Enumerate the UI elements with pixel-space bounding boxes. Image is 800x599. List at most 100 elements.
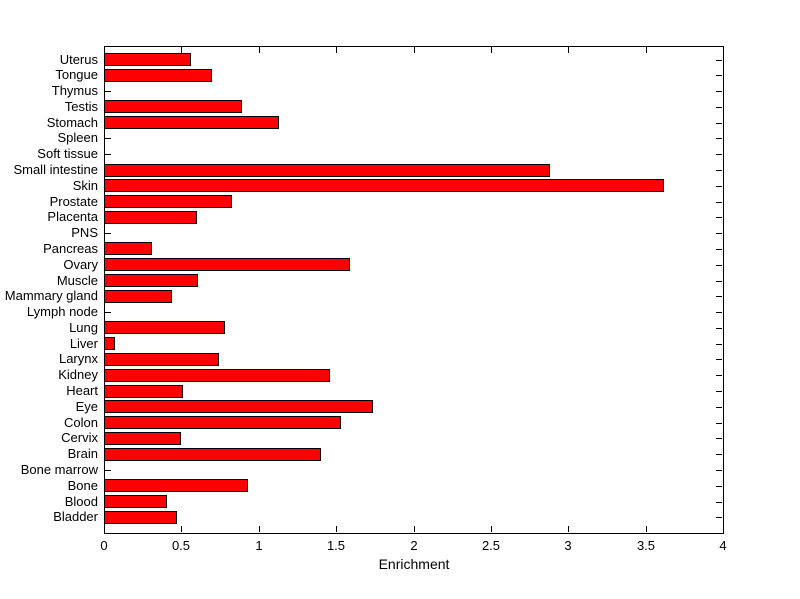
x-tick-top (646, 47, 647, 53)
y-tick-right (716, 154, 722, 155)
bar-mammary-gland (104, 290, 172, 303)
y-tick-left (105, 91, 111, 92)
y-tick-right (716, 438, 722, 439)
bar-ovary (104, 258, 350, 271)
category-label-uterus: Uterus (59, 52, 98, 67)
x-tick-bottom (491, 526, 492, 532)
y-tick-right (716, 328, 722, 329)
y-tick-right (716, 249, 722, 250)
x-tick-label: 0.5 (171, 538, 191, 553)
bar-brain (104, 448, 321, 461)
category-label-pns: PNS (71, 225, 98, 240)
y-tick-left (105, 233, 111, 234)
y-tick-right (716, 75, 722, 76)
category-label-spleen: Spleen (57, 130, 98, 145)
x-tick-top (181, 47, 182, 53)
x-tick-bottom (646, 526, 647, 532)
category-label-cervix: Cervix (61, 430, 98, 445)
y-tick-right (716, 217, 722, 218)
bar-larynx (104, 353, 219, 366)
y-tick-right (716, 107, 722, 108)
y-tick-left (105, 312, 111, 313)
y-tick-right (716, 60, 722, 61)
x-axis-label: Enrichment (378, 556, 450, 572)
category-label-bone-marrow: Bone marrow (20, 462, 98, 477)
y-tick-left (105, 470, 111, 471)
bar-liver (104, 337, 115, 350)
x-tick-top (491, 47, 492, 53)
category-label-mammary-gland: Mammary gland (4, 288, 98, 303)
bar-tongue (104, 69, 212, 82)
bar-blood (104, 495, 167, 508)
x-tick-top (568, 47, 569, 53)
bar-uterus (104, 53, 191, 66)
x-tick-label: 2.5 (481, 538, 501, 553)
x-tick-top (414, 47, 415, 53)
category-label-prostate: Prostate (49, 194, 98, 209)
bar-bone (104, 479, 248, 492)
category-label-ovary: Ovary (63, 257, 98, 272)
bar-placenta (104, 211, 197, 224)
bar-eye (104, 400, 373, 413)
category-label-colon: Colon (64, 415, 98, 430)
x-tick-bottom (181, 526, 182, 532)
category-label-bone: Bone (67, 478, 98, 493)
category-label-placenta: Placenta (47, 209, 98, 224)
category-label-testis: Testis (64, 99, 98, 114)
y-tick-right (716, 202, 722, 203)
category-label-soft-tissue: Soft tissue (37, 146, 98, 161)
y-tick-right (716, 517, 722, 518)
bar-bladder (104, 511, 177, 524)
x-tick-label: 0 (100, 538, 108, 553)
x-tick-bottom (568, 526, 569, 532)
category-label-thymus: Thymus (51, 83, 98, 98)
x-tick-top (259, 47, 260, 53)
y-tick-right (716, 502, 722, 503)
bar-muscle (104, 274, 198, 287)
category-label-pancreas: Pancreas (43, 241, 98, 256)
y-tick-right (716, 233, 722, 234)
x-tick-label: 3 (564, 538, 572, 553)
category-label-liver: Liver (69, 336, 98, 351)
x-tick-label: 4 (719, 538, 727, 553)
x-tick-bottom (336, 526, 337, 532)
y-tick-right (716, 359, 722, 360)
y-tick-right (716, 138, 722, 139)
bar-cervix (104, 432, 181, 445)
bar-pancreas (104, 242, 152, 255)
y-tick-right (716, 265, 722, 266)
category-label-small-intestine: Small intestine (13, 162, 98, 177)
y-tick-right (716, 454, 722, 455)
category-label-bladder: Bladder (53, 509, 98, 524)
y-tick-right (716, 407, 722, 408)
y-tick-left (105, 154, 111, 155)
category-label-eye: Eye (75, 399, 98, 414)
y-tick-right (716, 344, 722, 345)
x-tick-top (336, 47, 337, 53)
x-tick-label: 1 (255, 538, 263, 553)
y-tick-right (716, 123, 722, 124)
y-tick-right (716, 312, 722, 313)
category-label-brain: Brain (67, 446, 98, 461)
category-label-blood: Blood (64, 494, 98, 509)
category-label-muscle: Muscle (56, 273, 98, 288)
bar-lung (104, 321, 225, 334)
category-label-kidney: Kidney (58, 367, 98, 382)
y-tick-right (716, 486, 722, 487)
category-label-lung: Lung (69, 320, 98, 335)
y-tick-right (716, 470, 722, 471)
category-label-stomach: Stomach (46, 115, 98, 130)
x-tick-bottom (414, 526, 415, 532)
y-tick-left (105, 138, 111, 139)
y-tick-right (716, 91, 722, 92)
category-label-skin: Skin (72, 178, 98, 193)
y-tick-right (716, 170, 722, 171)
bar-heart (104, 385, 183, 398)
x-tick-label: 2 (410, 538, 418, 553)
bar-prostate (104, 195, 232, 208)
y-tick-right (716, 375, 722, 376)
y-tick-right (716, 296, 722, 297)
y-tick-right (716, 186, 722, 187)
x-tick-bottom (259, 526, 260, 532)
category-label-tongue: Tongue (55, 67, 98, 82)
